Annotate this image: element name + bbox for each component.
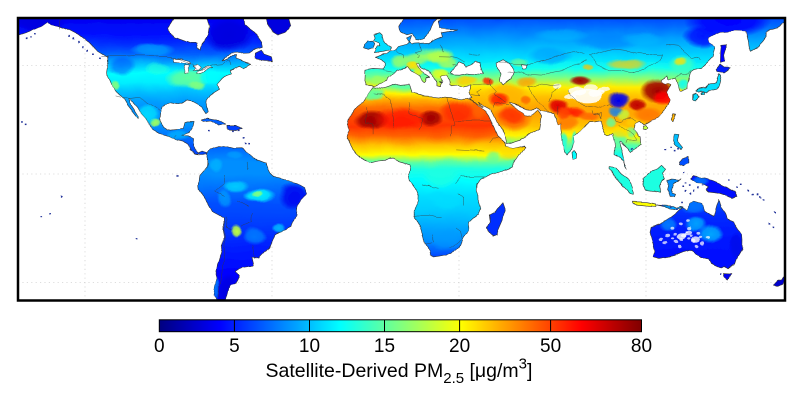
svg-text:0: 0 (154, 336, 165, 357)
svg-text:50: 50 (540, 336, 561, 357)
svg-text:5: 5 (229, 336, 240, 357)
svg-text:80: 80 (631, 336, 652, 357)
svg-text:10: 10 (299, 336, 320, 357)
svg-text:Satellite-Derived PM2.5 [μg/m3: Satellite-Derived PM2.5 [μg/m3] (266, 356, 533, 388)
svg-text:20: 20 (449, 336, 470, 357)
svg-text:15: 15 (374, 336, 395, 357)
